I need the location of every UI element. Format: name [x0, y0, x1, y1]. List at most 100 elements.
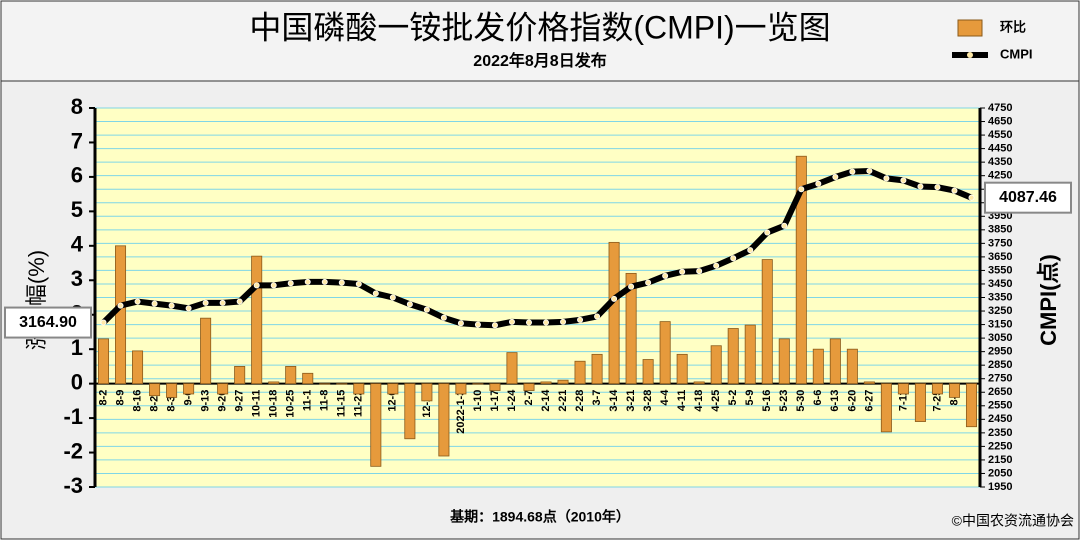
- bar: [523, 383, 535, 391]
- x-tick-label: 8-9: [114, 390, 126, 406]
- x-tick-label: 2-7: [523, 390, 535, 406]
- marker: [815, 180, 822, 187]
- x-tick-label: 11-15: [336, 390, 348, 418]
- y2-tick-label: 4750: [988, 102, 1012, 114]
- marker: [781, 222, 788, 229]
- bar: [217, 383, 229, 395]
- x-tick-label: 5-16: [761, 390, 773, 412]
- bar: [132, 350, 144, 385]
- bar: [557, 379, 569, 385]
- x-tick-label: 11-22: [353, 390, 365, 418]
- x-tick-label: 4-4: [659, 389, 671, 406]
- bar: [914, 383, 926, 422]
- marker: [866, 167, 873, 174]
- bar: [642, 359, 654, 385]
- bar: [744, 324, 756, 385]
- marker: [900, 177, 907, 184]
- marker: [730, 255, 737, 262]
- y-tick-label: -2: [63, 438, 83, 463]
- y-tick-label: 8: [71, 94, 83, 119]
- x-tick-label: 3-21: [625, 390, 637, 412]
- bar: [948, 383, 960, 398]
- footnote: 基期：1894.68点（2010年）: [450, 509, 630, 525]
- bar: [353, 383, 365, 395]
- y2-tick-label: 4550: [988, 129, 1012, 141]
- x-tick-label: 1-24: [506, 389, 518, 412]
- marker: [560, 318, 567, 325]
- legend-marker: [967, 52, 973, 58]
- marker: [679, 268, 686, 275]
- bar: [98, 338, 110, 385]
- marker: [321, 278, 328, 285]
- y-tick-label: 4: [71, 232, 84, 257]
- marker: [236, 298, 243, 305]
- bar: [880, 383, 892, 433]
- marker: [713, 262, 720, 269]
- bar: [931, 383, 943, 395]
- value-label-box: [984, 181, 1072, 214]
- x-tick-label: 4-25: [710, 390, 722, 412]
- marker: [883, 175, 890, 182]
- bar: [710, 345, 722, 385]
- x-tick-label: 11-1: [302, 390, 314, 411]
- marker: [457, 320, 464, 327]
- y2-tick-label: 2150: [988, 454, 1012, 466]
- bar: [693, 381, 705, 385]
- y2-tick-label: 3650: [988, 251, 1012, 263]
- x-tick-label: 1-10: [472, 390, 484, 412]
- bar: [795, 155, 807, 385]
- marker: [253, 282, 260, 289]
- x-tick-label: 9-20: [217, 390, 229, 412]
- y-tick-label: 3: [71, 266, 83, 291]
- y-tick-label: 7: [71, 128, 83, 153]
- y2-tick-label: 2550: [988, 400, 1012, 412]
- marker: [951, 187, 958, 194]
- y2-tick-label: 4350: [988, 156, 1012, 168]
- marker: [440, 314, 447, 321]
- y2-tick-label: 2250: [988, 440, 1012, 452]
- bar: [285, 366, 297, 385]
- y-tick-label: 0: [71, 369, 83, 394]
- y2-tick-label: 2050: [988, 467, 1012, 479]
- bar: [829, 338, 841, 385]
- marker: [628, 283, 635, 290]
- y2-tick-label: 2350: [988, 427, 1012, 439]
- bar: [965, 383, 977, 428]
- x-tick-label: 5-23: [778, 390, 790, 412]
- x-tick-label: 9-13: [200, 390, 212, 412]
- marker: [934, 184, 941, 191]
- bar: [812, 348, 824, 385]
- bar: [370, 383, 382, 467]
- bar: [659, 321, 671, 385]
- y-tick-label: 6: [71, 163, 83, 188]
- y2-tick-label: 2850: [988, 359, 1012, 371]
- marker: [662, 272, 669, 279]
- marker: [270, 282, 277, 289]
- y2-tick-label: 1950: [988, 481, 1012, 493]
- bar: [166, 383, 178, 398]
- x-tick-label: 4-18: [693, 390, 705, 412]
- x-tick-label: 11-8: [319, 390, 331, 411]
- bar: [251, 255, 263, 385]
- marker: [696, 268, 703, 275]
- x-tick-label: 10-25: [285, 390, 297, 418]
- marker: [543, 319, 550, 326]
- bar: [115, 245, 127, 385]
- bar: [268, 381, 280, 385]
- y2-tick-label: 4650: [988, 115, 1012, 127]
- marker: [577, 316, 584, 323]
- y2-tick-label: 3450: [988, 278, 1012, 290]
- y2-tick-label: 2450: [988, 413, 1012, 425]
- x-tick-label: 10-18: [268, 390, 280, 418]
- chart-subtitle: 2022年8月8日发布: [473, 51, 606, 70]
- marker: [474, 321, 481, 328]
- bar: [897, 383, 909, 395]
- marker: [372, 290, 379, 297]
- y2-tick-label: 3750: [988, 237, 1012, 249]
- x-tick-label: 2-21: [557, 390, 569, 412]
- y-tick-label: -3: [63, 473, 83, 498]
- bar: [183, 383, 195, 395]
- x-tick-label: 6-6: [812, 390, 824, 406]
- marker: [185, 305, 192, 312]
